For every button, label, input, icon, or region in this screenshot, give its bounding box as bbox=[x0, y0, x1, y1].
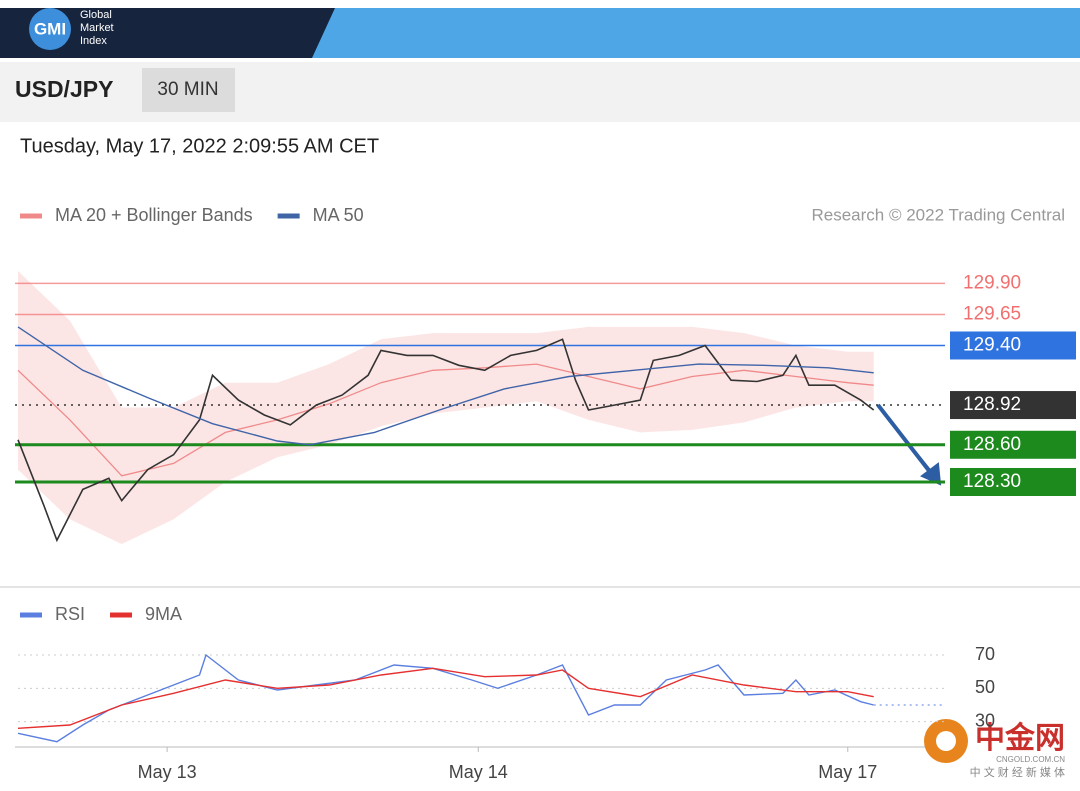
watermark-name: 中金网 bbox=[975, 721, 1065, 755]
level-box bbox=[950, 467, 1076, 496]
source: Research © 2022 Trading Central bbox=[812, 205, 1066, 224]
legend-label: MA 50 bbox=[313, 205, 364, 225]
series-line bbox=[17, 653, 874, 743]
y-tick-label: 70 bbox=[975, 644, 995, 664]
legend-label: RSI bbox=[55, 604, 85, 624]
brand-panel bbox=[0, 8, 335, 58]
forecast-arrow-shaft bbox=[876, 403, 932, 474]
level-label: 128.92 bbox=[963, 394, 1021, 415]
level-label: 128.60 bbox=[963, 434, 1021, 455]
ma20-line bbox=[17, 363, 874, 477]
brand-line: Index bbox=[80, 35, 107, 47]
interval-button[interactable] bbox=[142, 68, 235, 112]
series-line bbox=[17, 338, 875, 543]
brand-line: Market bbox=[80, 22, 114, 34]
y-tick-label: 50 bbox=[975, 677, 995, 697]
x-tick-label: May 13 bbox=[138, 762, 197, 782]
series-line bbox=[17, 326, 874, 446]
logo: GMI bbox=[34, 19, 66, 38]
logo-circle bbox=[29, 8, 71, 50]
series-line bbox=[17, 667, 874, 729]
watermark-url: CNGOLD.COM.CN bbox=[996, 755, 1065, 764]
pair: USD/JPY bbox=[15, 76, 113, 102]
watermark-logo-inner bbox=[936, 731, 956, 751]
level-box bbox=[950, 331, 1076, 360]
level-label: 129.65 bbox=[963, 303, 1021, 324]
timestamp: Tuesday, May 17, 2022 2:09:55 AM CET bbox=[20, 135, 379, 157]
level-box bbox=[950, 391, 1076, 420]
x-tick-label: May 17 bbox=[818, 762, 877, 782]
interval[interactable]: 30 MIN bbox=[157, 79, 218, 100]
level-label: 128.30 bbox=[963, 471, 1021, 492]
brand-line: Global bbox=[80, 9, 112, 21]
watermark-tagline: 中 文 财 经 新 媒 体 bbox=[970, 765, 1065, 779]
y-tick-label: 30 bbox=[975, 710, 995, 730]
level-box bbox=[950, 430, 1076, 459]
legend-label: MA 20 + Bollinger Bands bbox=[55, 205, 253, 225]
x-tick-label: May 14 bbox=[449, 762, 508, 782]
legend-label: 9MA bbox=[145, 604, 182, 624]
level-label: 129.40 bbox=[963, 335, 1021, 356]
level-label: 129.90 bbox=[963, 272, 1021, 293]
